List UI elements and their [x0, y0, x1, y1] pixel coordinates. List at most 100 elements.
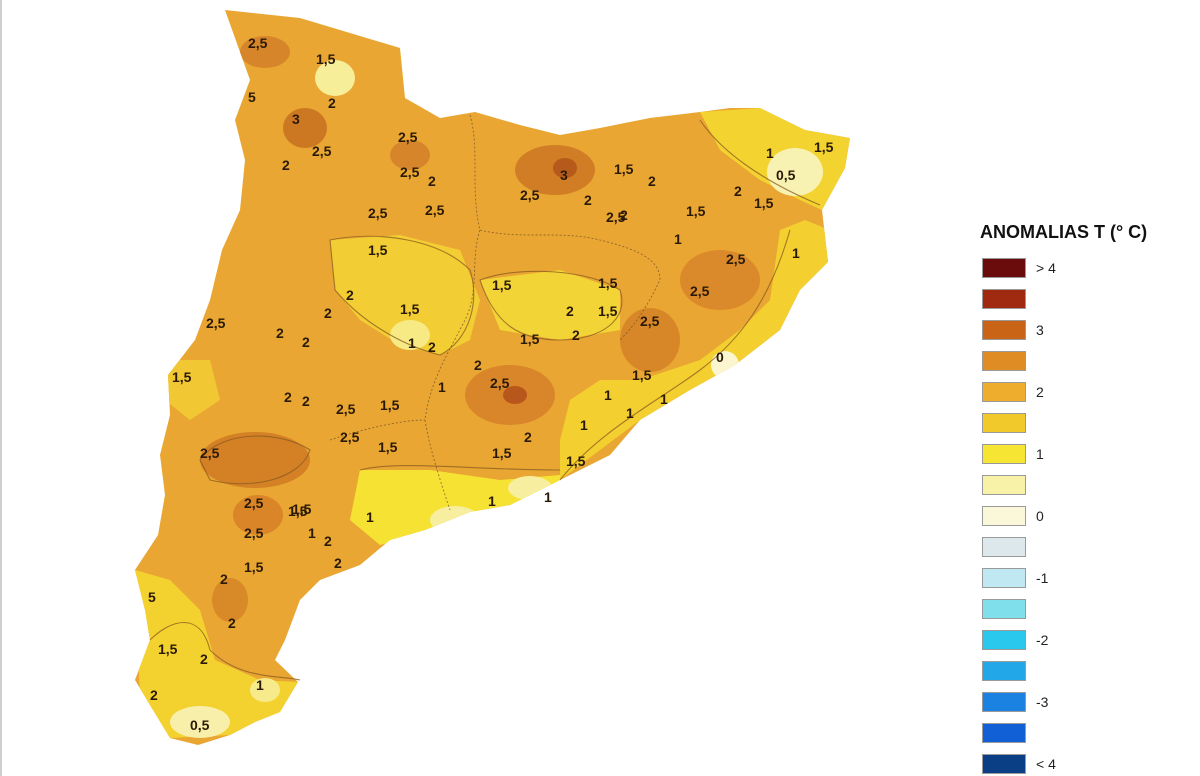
contour-labels: 2,5 1,5 5 2 3 2,5 2 2,5 2,5 2 2,5 2,5 1,…	[148, 35, 834, 733]
contour-label: 1,5	[292, 501, 312, 517]
contour-label: 1,5	[598, 303, 618, 319]
contour-label: 5	[148, 589, 156, 605]
contour-label: 2,5	[520, 187, 540, 203]
legend-swatch	[982, 692, 1026, 712]
legend-item: -2	[982, 630, 1182, 652]
legend-item	[982, 661, 1182, 683]
legend-label: < 4	[1036, 756, 1056, 772]
contour-label: 2,5	[340, 429, 360, 445]
contour-label: 1,5	[172, 369, 192, 385]
contour-label: 1,5	[288, 503, 308, 519]
contour-label: 2	[334, 555, 342, 571]
contour-label: 2	[428, 173, 436, 189]
legend-swatch	[982, 258, 1026, 278]
zone-2-5-east	[620, 308, 680, 372]
zone-1-central	[390, 320, 430, 350]
contour-label: 1,5	[520, 331, 540, 347]
contour-label: 1,5	[378, 439, 398, 455]
contour-label: 0	[716, 349, 724, 365]
contour-label: 2	[584, 192, 592, 208]
legend-swatch	[982, 289, 1026, 309]
zone-3-northwest	[283, 108, 327, 148]
legend-item	[982, 475, 1182, 497]
contour-label: 2,5	[726, 251, 746, 267]
zone-2-5-sw	[200, 432, 310, 488]
contour-label: 0,5	[776, 167, 796, 183]
temperature-anomaly-map: 2,5 1,5 5 2 3 2,5 2 2,5 2,5 2 2,5 2,5 1,…	[135, 10, 850, 745]
contour-label: 2,5	[425, 202, 445, 218]
contour-label: 2	[428, 339, 436, 355]
contour-label: 2,5	[336, 401, 356, 417]
zone-2-south	[212, 578, 248, 622]
legend-item: 0	[982, 506, 1182, 528]
contour-label: 2,5	[244, 525, 264, 541]
contour-label: 1	[580, 417, 588, 433]
contour-label: 2	[150, 687, 158, 703]
contour-label: 1,5	[492, 277, 512, 293]
legend-label: 3	[1036, 322, 1044, 338]
contour-label: 2,5	[206, 315, 226, 331]
contour-label: 2,5	[690, 283, 710, 299]
contour-label: 2,5	[368, 205, 388, 221]
contour-label: 1,5	[598, 275, 618, 291]
contour-label: 2	[324, 533, 332, 549]
contour-lines	[149, 119, 821, 681]
zone-1-delta	[430, 506, 480, 534]
contour-label: 1	[438, 379, 446, 395]
legend-swatch	[982, 630, 1026, 650]
zone-2-5-top	[240, 36, 290, 68]
contour-label: 2,5	[606, 209, 626, 225]
contour-label: 1	[766, 145, 774, 161]
legend-swatch	[982, 568, 1026, 588]
contour-label: 2,5	[244, 495, 264, 511]
legend-swatch	[982, 320, 1026, 340]
legend-item: 2	[982, 382, 1182, 404]
legend-item	[982, 351, 1182, 373]
contour-label: 1,5	[380, 397, 400, 413]
legend-swatch	[982, 413, 1026, 433]
contour-label: 2	[228, 615, 236, 631]
contour-label: 1,5	[614, 161, 634, 177]
contour-label: 1,5	[244, 559, 264, 575]
contour-label: 1	[256, 677, 264, 693]
contour-label: 2	[302, 334, 310, 350]
contour-label: 2	[572, 327, 580, 343]
legend-swatch	[982, 475, 1026, 495]
contour-label: 3	[560, 167, 568, 183]
contour-label: 1,5	[686, 203, 706, 219]
zone-2-5-ebre	[233, 495, 283, 535]
legend-swatch	[982, 661, 1026, 681]
anomaly-zones	[135, 36, 850, 738]
contour-label: 1	[366, 509, 374, 525]
contour-label: 1,5	[814, 139, 834, 155]
contour-label: 1	[674, 231, 682, 247]
legend-item: 3	[982, 320, 1182, 342]
contour-label: 1,5	[566, 453, 586, 469]
legend-label: -1	[1036, 570, 1049, 586]
frame-border	[0, 0, 2, 776]
anomaly-legend: ANOMALIAS T (° C) > 4 3 2 1 0 -1 -2 -3 < 4	[980, 222, 1190, 776]
legend-item: -3	[982, 692, 1182, 714]
contour-label: 0,5	[190, 717, 210, 733]
zone-0-5-south	[170, 706, 230, 738]
contour-label: 2	[346, 287, 354, 303]
contour-label: 2,5	[398, 129, 418, 145]
contour-label: 1,5	[492, 445, 512, 461]
contour-label: 1,5	[754, 195, 774, 211]
legend-item: > 4	[982, 258, 1182, 280]
legend-item	[982, 599, 1182, 621]
legend-swatch	[982, 444, 1026, 464]
contour-label: 1	[604, 387, 612, 403]
contour-label: 2	[220, 571, 228, 587]
contour-label: 2,5	[200, 445, 220, 461]
contour-label: 2	[200, 651, 208, 667]
contour-label: 1	[408, 335, 416, 351]
contour-label: 2,5	[640, 313, 660, 329]
contour-label: 2	[282, 157, 290, 173]
legend-label: > 4	[1036, 260, 1056, 276]
contour-label: 3	[292, 111, 300, 127]
zone-2-5-montseny	[680, 250, 760, 310]
contour-label: 2	[566, 303, 574, 319]
legend-swatch	[982, 723, 1026, 743]
contour-label: 1,5	[632, 367, 652, 383]
